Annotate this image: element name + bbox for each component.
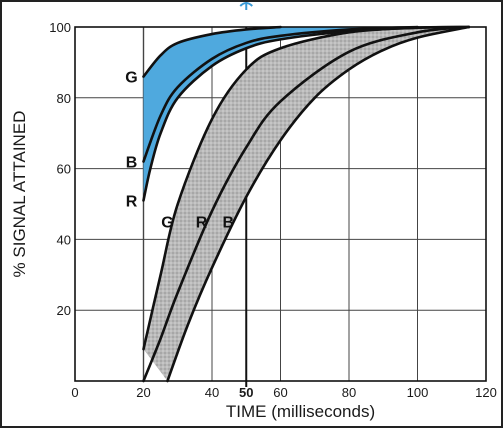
y-tick-label: 40 <box>57 232 71 247</box>
curve-R-4 <box>142 25 471 383</box>
response-curves <box>142 25 471 383</box>
x-tick-label: 80 <box>342 385 356 400</box>
y-tick-label: 20 <box>57 303 71 318</box>
curve-G-0 <box>142 25 282 78</box>
curve-label-G: G <box>125 70 137 87</box>
curve-label-R: R <box>196 215 208 232</box>
curve-B-1 <box>142 25 419 163</box>
y-axis-title: % SIGNAL ATTAINED <box>10 111 29 278</box>
x-tick-label: 100 <box>407 385 429 400</box>
y-tick-label: 100 <box>49 20 71 35</box>
curve-label-G: G <box>161 215 173 232</box>
y-tick-label: 80 <box>57 91 71 106</box>
curve-label-B: B <box>222 215 234 232</box>
x-tick-label: 120 <box>475 385 497 400</box>
curve-label-B: B <box>126 155 138 172</box>
y-tick-label: 60 <box>57 162 71 177</box>
x-tick-label: 50 <box>239 385 253 400</box>
curve-G-3 <box>142 25 471 351</box>
x-tick-label: 0 <box>71 385 78 400</box>
x-tick-label: 40 <box>205 385 219 400</box>
x-tick-label: 20 <box>136 385 150 400</box>
curve-label-R: R <box>126 193 138 210</box>
tick-labels: 0 20 40 50 60 80 100 120 20 40 60 80 100 <box>49 20 497 400</box>
x-tick-label: 60 <box>273 385 287 400</box>
plot-border <box>74 26 487 382</box>
band-1 <box>143 27 469 381</box>
curve-B-5 <box>166 25 471 383</box>
x-axis-title: TIME (milliseconds) <box>226 402 375 421</box>
